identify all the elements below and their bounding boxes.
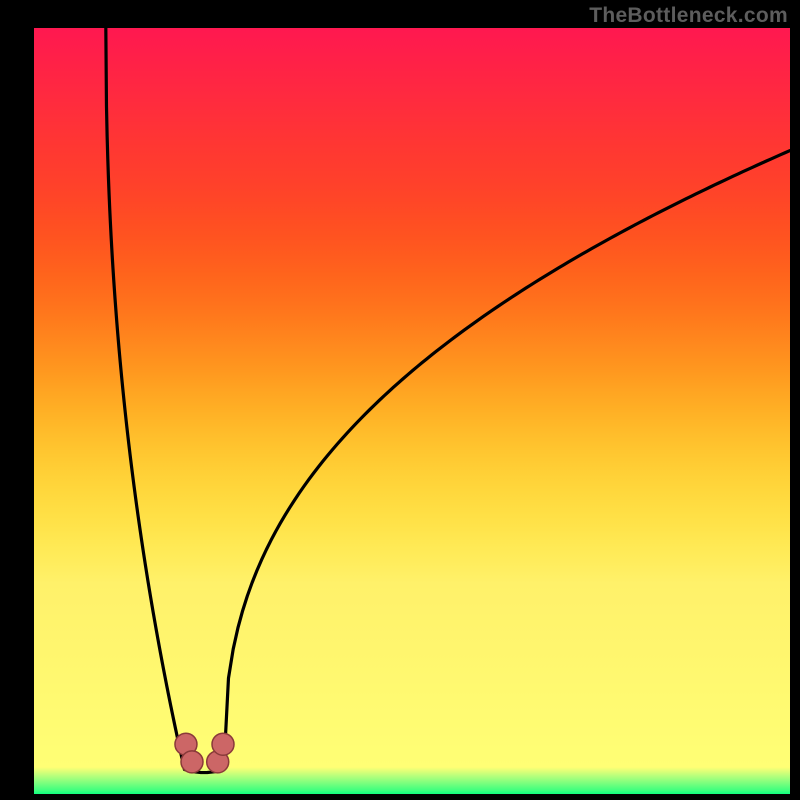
plot-area <box>34 28 790 794</box>
figure-root: TheBottleneck.com <box>0 0 800 800</box>
watermark-text: TheBottleneck.com <box>589 4 788 28</box>
